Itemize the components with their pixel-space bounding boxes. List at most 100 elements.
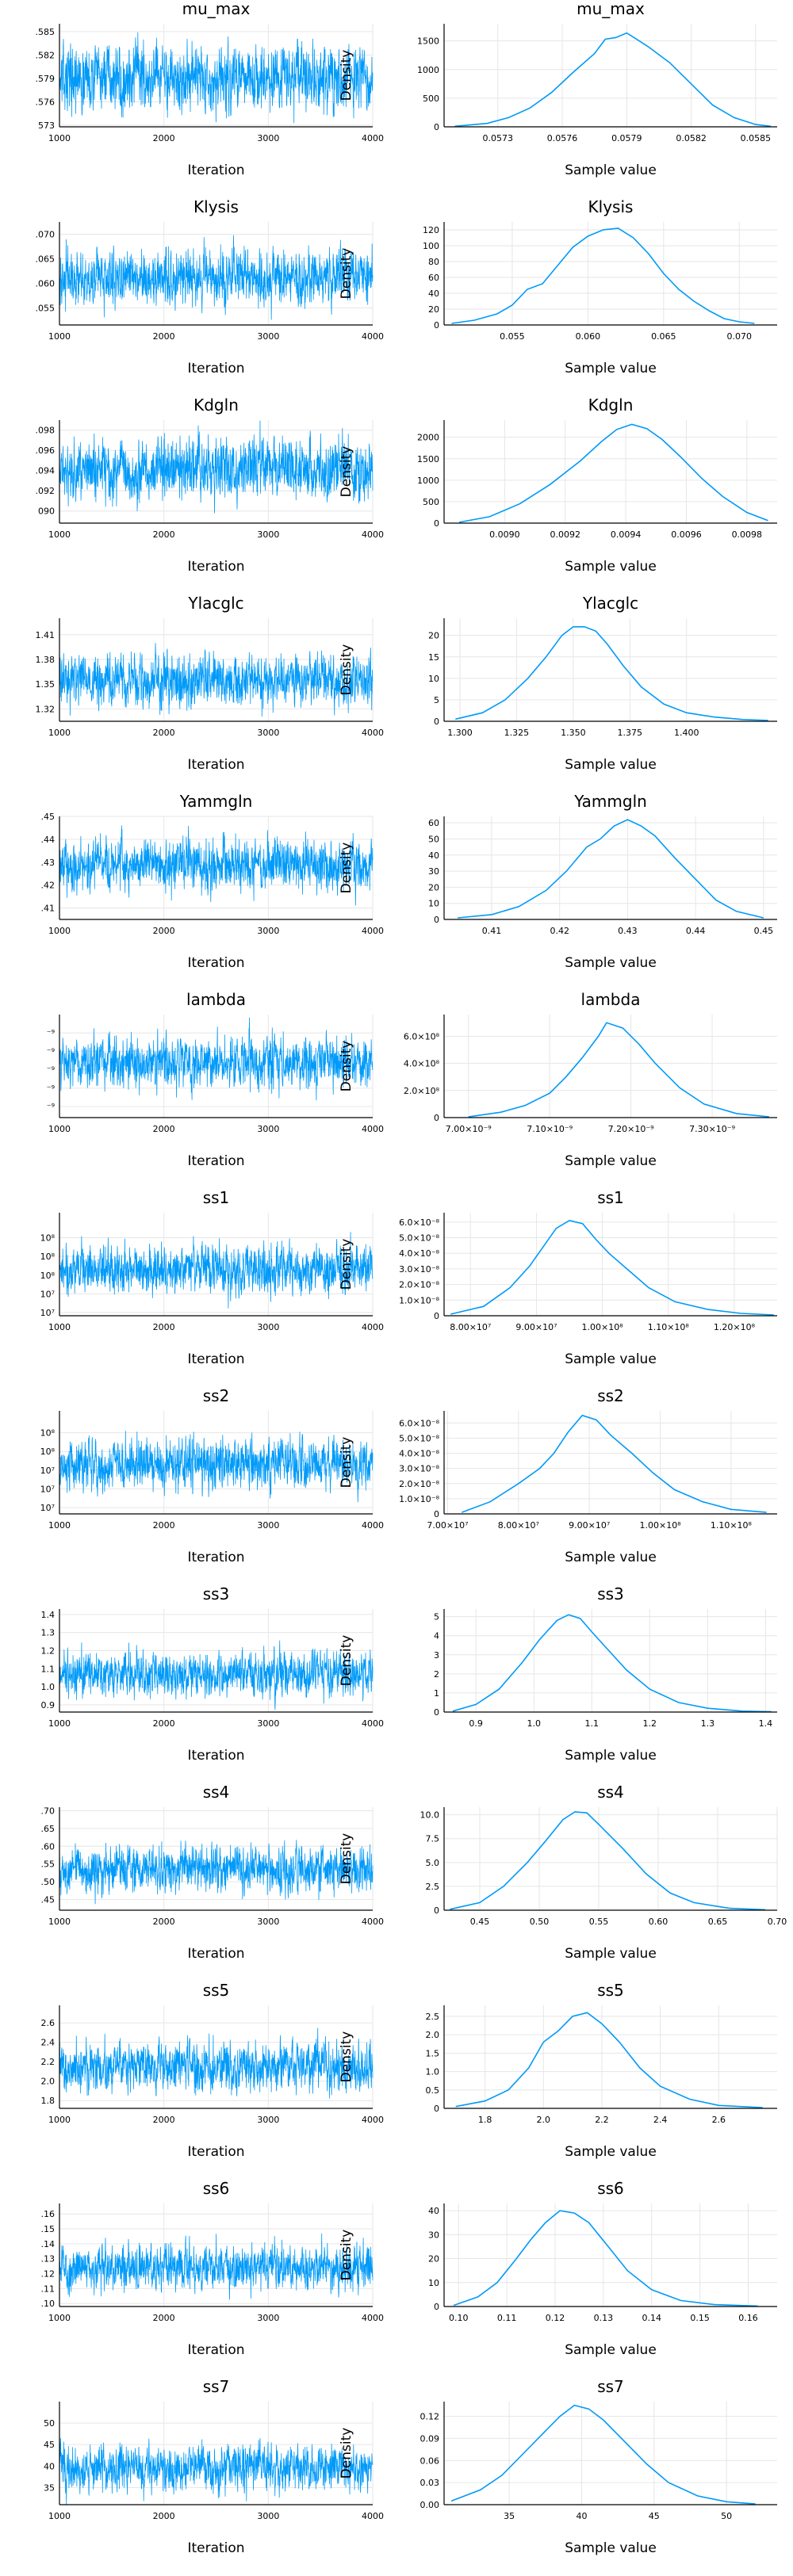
x-tick-label: 2000 [153, 1917, 175, 1927]
trace-plot-Klysis: 1000 2000 3000 4000 .055 .060 .065 .070 Klysis It… [36, 197, 385, 376]
x-tick-label: 0.070 [727, 331, 753, 342]
x-tick-label: 0.0582 [676, 133, 707, 143]
plot-title: ss6 [597, 2179, 624, 2198]
x-tick-label: 0.45 [754, 926, 774, 936]
trace-plot-ss7: 1000 2000 3000 4000 35 40 45 50 ss7 Iteration [44, 2377, 384, 2556]
x-axis-label: Sample value [565, 2144, 657, 2160]
x-axis-label: Sample value [565, 955, 657, 971]
x-tick-label: 1.300 [447, 728, 473, 738]
x-tick-label: 0.44 [686, 926, 706, 936]
y-tick-label: 2000 [417, 433, 439, 443]
x-tick-label: 1000 [48, 1718, 71, 1729]
x-tick-label: 2.4 [653, 2115, 668, 2125]
y-tick-label: 35 [44, 2482, 55, 2493]
y-tick-label: 0.09 [420, 2433, 440, 2444]
x-axis-label: Sample value [565, 2342, 657, 2358]
x-axis-label: Sample value [565, 1153, 657, 1169]
x-tick-label: 0.65 [708, 1917, 728, 1927]
density-line [468, 1022, 769, 1118]
x-tick-label: 0.11 [497, 2313, 517, 2323]
y-tick-label: .585 [36, 27, 56, 37]
y-tick-label: 1.38 [36, 655, 56, 665]
y-tick-label: 50 [44, 2418, 55, 2429]
x-tick-label: 2000 [153, 2511, 175, 2521]
y-tick-label: 2.5 [426, 2012, 440, 2022]
x-tick-label: 4000 [362, 331, 384, 342]
y-tick-label: .16 [41, 2209, 56, 2219]
y-axis-label: Density [339, 248, 354, 300]
x-tick-label: 9.00×10⁷ [569, 1520, 610, 1531]
x-tick-label: 4000 [362, 2313, 384, 2323]
x-tick-label: 0.13 [594, 2313, 614, 2323]
x-tick-label: 0.0579 [611, 133, 642, 143]
y-axis-label: Density [339, 644, 354, 696]
x-tick-label: 2000 [153, 1718, 175, 1729]
x-tick-label: 4000 [362, 926, 384, 936]
x-axis-label: Iteration [187, 955, 244, 971]
x-tick-label: 1.00×10⁸ [639, 1520, 681, 1531]
x-tick-label: 7.00×10⁷ [427, 1520, 468, 1531]
trace-line [59, 643, 374, 717]
y-tick-label: .065 [36, 254, 56, 264]
y-tick-label: .10 [41, 2299, 56, 2309]
y-tick-label: 500 [423, 94, 439, 104]
x-tick-label: 2000 [153, 2115, 175, 2125]
x-tick-label: 50 [721, 2511, 732, 2521]
x-tick-label: 1000 [48, 2313, 71, 2323]
y-tick-label: .070 [36, 229, 56, 239]
y-axis-label: Density [339, 1635, 354, 1687]
y-tick-label: 500 [423, 497, 439, 507]
x-tick-label: 3000 [257, 1520, 279, 1531]
y-tick-label: 4.0×10⁻⁸ [399, 1248, 440, 1259]
x-tick-label: 3000 [257, 1718, 279, 1729]
density-plot-Klysis: 0.055 0.060 0.065 0.070 0 20 40 60 80 100 120 Klysi… [339, 197, 777, 376]
x-axis-label: Iteration [187, 2540, 244, 2556]
x-tick-label: 2.2 [595, 2115, 609, 2125]
plot-title: ss3 [597, 1584, 624, 1603]
y-tick-label: 20 [428, 882, 439, 892]
x-tick-label: 0.41 [482, 926, 502, 936]
y-tick-label: 45 [44, 2440, 55, 2450]
x-tick-label: 1000 [48, 2115, 71, 2125]
plot-title: ss6 [203, 2179, 230, 2198]
x-tick-label: 0.42 [550, 926, 569, 936]
y-tick-label: .576 [36, 97, 56, 107]
density-plot-ss1: 8.00×10⁷ 9.00×10⁷ 1.00×10⁸ 1.10×10⁸ 1.20×10⁸… [339, 1188, 777, 1367]
y-tick-label: 6.0×10⁻⁸ [399, 1217, 440, 1228]
x-tick-label: 0.70 [768, 1917, 787, 1927]
y-axis-label: Density [339, 1437, 354, 1489]
trace-plot-Kdgln: 1000 2000 3000 4000 090 .092 .094 .096 .098 Kdgln… [36, 396, 385, 575]
density-line [455, 2012, 763, 2108]
y-tick-label: 3.0×10⁻⁸ [399, 1464, 440, 1474]
y-tick-label: 4.0×10⁻⁸ [399, 1449, 440, 1459]
plot-title: Yammgln [179, 792, 253, 811]
x-tick-label: 1.10×10⁸ [648, 1322, 690, 1332]
y-tick-label: 40 [428, 850, 439, 861]
x-tick-label: 0.055 [500, 331, 525, 342]
density-plot-ss4: 0.45 0.50 0.55 0.60 0.65 0.70 0 2.5 5.0 7.5 10.0 ss… [339, 1783, 787, 1962]
y-tick-label: 1.41 [36, 630, 56, 640]
y-tick-label: 0 [434, 2302, 439, 2312]
plot-title: ss7 [597, 2377, 624, 2396]
plot-title: Klysis [193, 197, 239, 216]
x-tick-label: 2000 [153, 331, 175, 342]
x-tick-label: 1000 [48, 1520, 71, 1531]
density-line [458, 819, 764, 919]
x-tick-label: 0.0585 [741, 133, 772, 143]
y-tick-label: ⁻⁹ [47, 1065, 55, 1076]
x-tick-label: 3000 [257, 926, 279, 936]
x-tick-label: 0.0096 [671, 529, 702, 540]
y-tick-label: 0 [434, 518, 439, 529]
density-plot-ss2: 7.00×10⁷ 8.00×10⁷ 9.00×10⁷ 1.00×10⁸ 1.10×10⁸… [339, 1386, 777, 1565]
y-tick-label: 100 [423, 241, 439, 251]
y-tick-label: 10⁷ [40, 1484, 55, 1494]
plot-title: Klysis [588, 197, 634, 216]
y-tick-label: .55 [41, 1859, 56, 1870]
plot-title: Yammgln [573, 792, 647, 811]
y-tick-label: .50 [41, 1877, 56, 1887]
x-axis-label: Iteration [187, 1946, 244, 1962]
x-tick-label: 1.0 [527, 1718, 541, 1729]
y-tick-label: .45 [41, 812, 56, 822]
x-tick-label: 7.30×10⁻⁹ [689, 1124, 735, 1134]
